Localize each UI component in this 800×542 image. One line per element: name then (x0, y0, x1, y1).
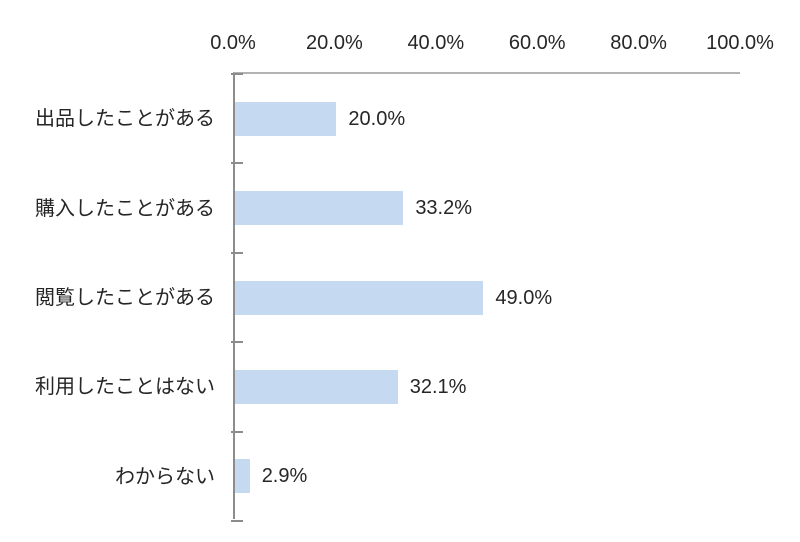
x-axis-tick-label: 20.0% (306, 32, 363, 54)
value-label: 49.0% (495, 286, 553, 309)
x-axis-tick-label: 60.0% (508, 32, 566, 54)
bar-1 (235, 101, 337, 136)
category-label: わからない (115, 465, 215, 488)
category-axis-tick (231, 431, 243, 433)
category-label: 閲覧したことがある (35, 286, 215, 309)
value-label: 32.1% (409, 375, 467, 398)
category-axis-tick (231, 520, 243, 522)
category-axis-tick (231, 162, 243, 164)
x-axis-tick-label: 0.0% (210, 32, 256, 54)
plot-area: 20.0% 33.2% 49.0% 32.1% 2.9% (231, 72, 740, 522)
category-label: 購入したことがある (35, 197, 215, 220)
category-axis-tick (231, 73, 243, 75)
category-label: 出品したことがある (35, 108, 215, 131)
category-axis-tick (231, 341, 243, 343)
x-axis-tick-label: 80.0% (610, 32, 667, 54)
x-axis-tick-label: 40.0% (407, 32, 465, 54)
bar-5 (235, 459, 250, 494)
x-axis-tick-label: 100.0% (706, 32, 774, 54)
category-axis-tick (231, 252, 243, 254)
category-label: 利用したことはない (35, 376, 215, 399)
value-label: 20.0% (348, 107, 406, 130)
bar-4 (235, 369, 398, 404)
value-label: 33.2% (415, 197, 473, 220)
bar-2 (235, 191, 404, 226)
value-label: 2.9% (261, 465, 308, 488)
bar-3 (235, 280, 484, 315)
x-axis: 0.0% 20.0% 40.0% 60.0% 80.0% 100.0% (0, 30, 800, 56)
